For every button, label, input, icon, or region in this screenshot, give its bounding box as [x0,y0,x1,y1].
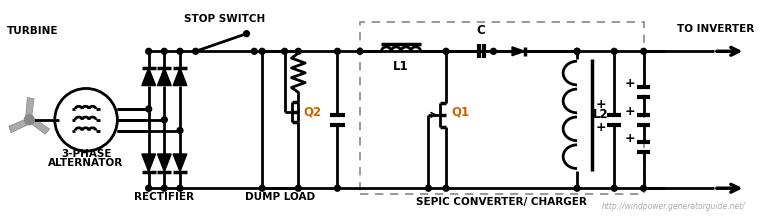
Text: L1: L1 [393,60,409,73]
Circle shape [193,48,199,54]
Text: TURBINE: TURBINE [7,26,58,36]
Polygon shape [142,68,155,85]
Circle shape [641,185,647,191]
Circle shape [574,48,580,54]
Circle shape [443,48,449,54]
Circle shape [611,48,617,54]
Polygon shape [157,68,171,85]
Circle shape [335,185,340,191]
Circle shape [177,48,183,54]
Circle shape [296,185,301,191]
Polygon shape [28,117,50,134]
Circle shape [357,48,362,54]
Circle shape [161,185,167,191]
Circle shape [491,48,496,54]
Polygon shape [142,154,155,172]
Circle shape [574,48,580,54]
Circle shape [282,48,287,54]
Text: Q2: Q2 [303,106,321,118]
Polygon shape [173,68,187,85]
Polygon shape [25,97,34,120]
Circle shape [259,185,265,191]
Circle shape [574,185,580,191]
Text: +: + [595,98,606,111]
Text: RECTIFIER: RECTIFIER [134,192,194,202]
Text: DUMP LOAD: DUMP LOAD [245,192,316,202]
Circle shape [251,48,257,54]
Text: +: + [624,132,635,145]
Text: L2: L2 [593,108,608,121]
Polygon shape [157,154,171,172]
Polygon shape [512,47,525,56]
Circle shape [146,185,151,191]
Circle shape [146,48,151,54]
Circle shape [641,48,647,54]
Polygon shape [173,154,187,172]
Circle shape [161,117,167,123]
Text: SEPIC CONVERTER/ CHARGER: SEPIC CONVERTER/ CHARGER [416,197,588,207]
Text: TO INVERTER: TO INVERTER [677,24,754,34]
Circle shape [177,128,183,133]
Text: +: + [595,121,606,135]
Circle shape [611,185,617,191]
Circle shape [243,31,250,37]
Circle shape [443,185,449,191]
Text: +: + [624,105,635,118]
Circle shape [146,106,151,112]
Text: http://windpower.generatorguide.net/: http://windpower.generatorguide.net/ [601,202,745,211]
Circle shape [296,48,301,54]
Text: +: + [624,77,635,90]
Text: STOP SWITCH: STOP SWITCH [184,14,266,24]
Text: Q1: Q1 [451,106,469,118]
Circle shape [335,48,340,54]
Circle shape [177,185,183,191]
Circle shape [425,185,432,191]
Text: C: C [477,24,485,37]
Polygon shape [8,118,31,133]
Circle shape [161,48,167,54]
Circle shape [259,48,265,54]
Circle shape [25,115,35,125]
Text: ALTERNATOR: ALTERNATOR [48,158,124,168]
Text: 3-PHASE: 3-PHASE [61,149,111,159]
